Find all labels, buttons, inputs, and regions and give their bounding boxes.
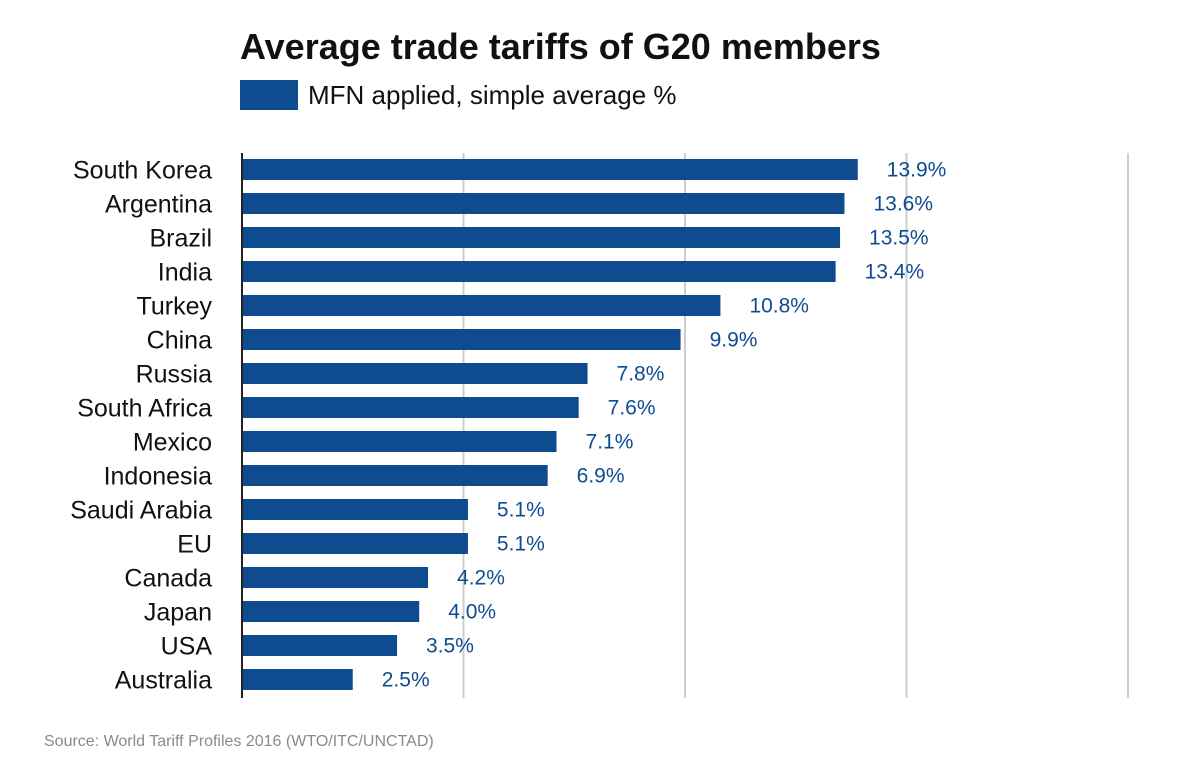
bar — [242, 295, 721, 316]
value-label: 3.5% — [426, 635, 474, 658]
bar — [242, 635, 398, 656]
legend-swatch — [240, 80, 298, 110]
bar — [242, 227, 841, 248]
bar — [242, 431, 557, 452]
category-label: Argentina — [105, 191, 212, 219]
category-label: Indonesia — [104, 463, 213, 491]
value-label: 2.5% — [382, 669, 430, 692]
bar — [242, 363, 588, 384]
value-label: 5.1% — [497, 499, 545, 522]
value-label: 6.9% — [577, 465, 625, 488]
bar — [242, 261, 836, 282]
value-label: 13.4% — [865, 261, 925, 284]
category-label: Canada — [124, 565, 212, 593]
category-label: Turkey — [137, 293, 213, 321]
category-label: Russia — [136, 361, 213, 389]
value-label: 13.5% — [869, 227, 929, 250]
category-label: Australia — [115, 667, 212, 695]
category-label: Brazil — [149, 225, 212, 253]
value-label: 13.6% — [873, 193, 933, 216]
category-label: South Korea — [73, 157, 212, 185]
source-note: Source: World Tariff Profiles 2016 (WTO/… — [44, 733, 434, 750]
value-label: 7.6% — [608, 397, 656, 420]
value-label: 7.1% — [586, 431, 634, 454]
bar — [242, 669, 353, 690]
category-label: China — [147, 327, 212, 355]
chart-title: Average trade tariffs of G20 members — [240, 26, 881, 67]
bar — [242, 533, 468, 554]
legend: MFN applied, simple average % — [240, 80, 677, 110]
bar — [242, 329, 681, 350]
legend-label: MFN applied, simple average % — [308, 79, 677, 110]
value-label: 4.2% — [457, 567, 505, 590]
value-label: 4.0% — [448, 601, 496, 624]
category-label: Mexico — [133, 429, 212, 457]
category-label: Saudi Arabia — [70, 497, 212, 525]
category-label: EU — [177, 531, 212, 559]
category-label: Japan — [144, 599, 212, 627]
category-label: USA — [161, 633, 213, 661]
bar — [242, 193, 845, 214]
category-label: South Africa — [77, 395, 212, 423]
value-label: 5.1% — [497, 533, 545, 556]
bar — [242, 567, 429, 588]
category-label: India — [158, 259, 212, 287]
value-label: 7.8% — [617, 363, 665, 386]
bar — [242, 159, 858, 180]
bar — [242, 601, 420, 622]
bar — [242, 397, 579, 418]
bar — [242, 499, 468, 520]
bar — [242, 465, 548, 486]
value-label: 10.8% — [749, 295, 809, 318]
value-label: 13.9% — [887, 159, 947, 182]
value-label: 9.9% — [710, 329, 758, 352]
